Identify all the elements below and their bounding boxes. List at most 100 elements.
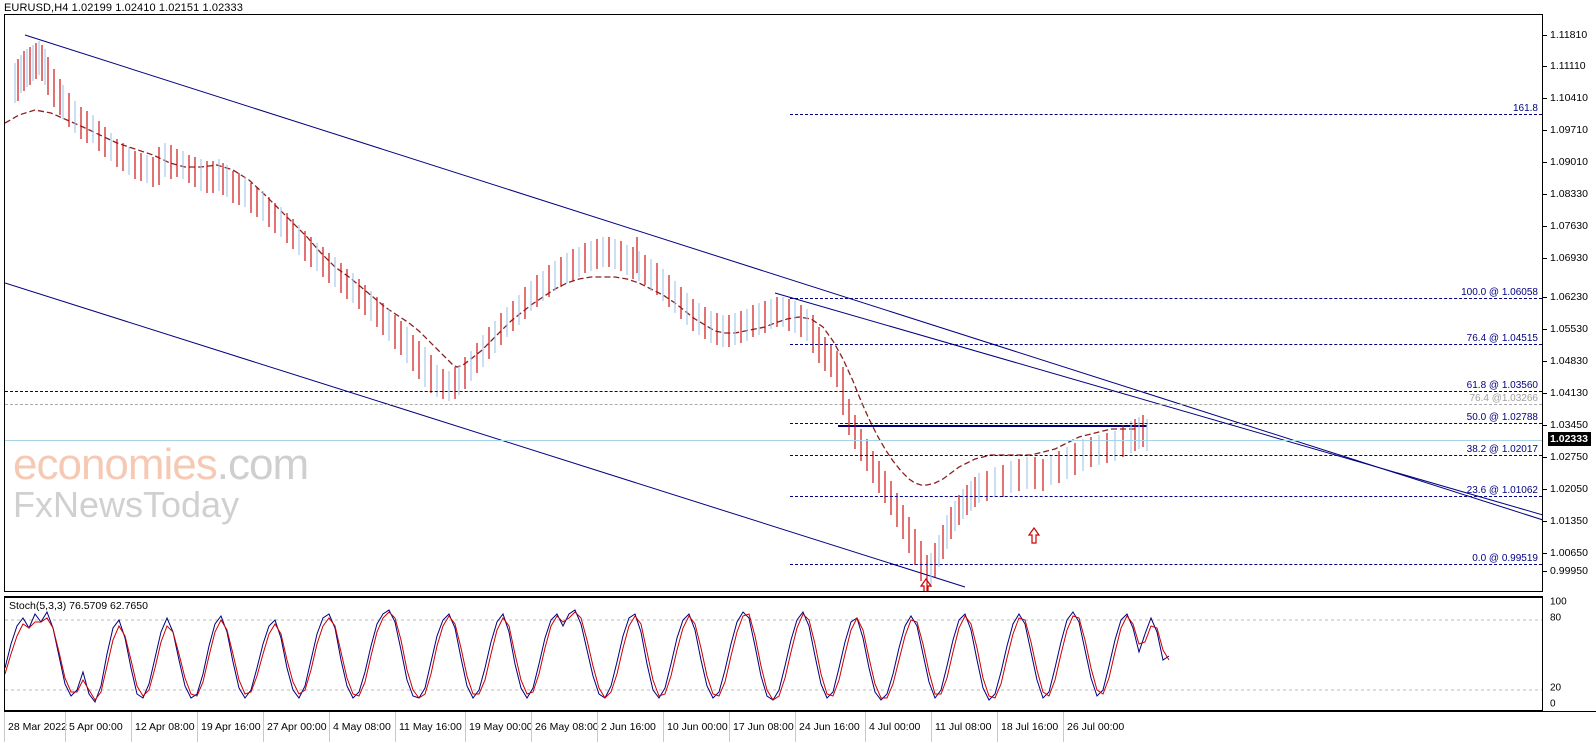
time-separator — [465, 712, 466, 742]
fib-label: 100.0 @ 1.06058 — [1461, 287, 1538, 298]
axis-tick — [1543, 393, 1547, 394]
stochastic-svg — [5, 609, 1542, 704]
time-tick-label: 4 May 08:00 — [333, 721, 391, 733]
time-separator — [131, 712, 132, 742]
buy-arrow-marker-1 — [1027, 526, 1041, 544]
time-separator — [395, 712, 396, 742]
axis-tick — [1543, 457, 1547, 458]
fib-line — [790, 423, 1542, 424]
candlesticks — [14, 41, 1148, 591]
price-plot-area: economies.com FxNewsToday — [5, 15, 1542, 591]
time-separator — [597, 712, 598, 742]
axis-tick — [1543, 162, 1547, 163]
fib-label: 76.4 @1.03266 — [1469, 393, 1538, 404]
buy-arrow-marker-2 — [919, 577, 933, 591]
axis-price-label: 1.05530 — [1550, 323, 1588, 335]
fib-line — [790, 298, 1542, 299]
axis-price-label: 1.06230 — [1550, 291, 1588, 303]
symbol-quote-bar: EURUSD,H4 1.02199 1.02410 1.02151 1.0233… — [4, 2, 243, 14]
axis-price-label: 1.04130 — [1550, 387, 1588, 399]
time-separator — [997, 712, 998, 742]
axis-price-label: 1.11110 — [1550, 60, 1586, 72]
time-separator — [663, 712, 664, 742]
axis-tick — [1543, 66, 1547, 67]
stochastic-axis[interactable]: 100 80 20 0 — [1542, 596, 1596, 711]
time-separator — [197, 712, 198, 742]
time-tick-label: 19 Apr 16:00 — [201, 721, 261, 733]
time-tick-label: 27 Apr 00:00 — [267, 721, 327, 733]
stochastic-pane[interactable]: Stoch(5,3,3) 76.5709 62.7650 — [4, 596, 1542, 711]
stoch-tick-label: 20 — [1550, 682, 1562, 694]
time-separator — [4, 712, 5, 742]
time-tick-label: 24 Jun 16:00 — [799, 721, 860, 733]
time-tick-label: 12 Apr 08:00 — [135, 721, 195, 733]
time-separator — [865, 712, 866, 742]
stoch-tick-label: 0 — [1550, 698, 1556, 710]
axis-tick — [1543, 130, 1547, 131]
axis-tick — [1543, 297, 1547, 298]
time-tick-label: 28 Mar 2022 — [8, 721, 67, 733]
axis-price-label: 1.06930 — [1550, 252, 1588, 264]
axis-price-label: 1.00650 — [1550, 547, 1588, 559]
axis-price-label: 1.10410 — [1550, 92, 1588, 104]
time-tick-label: 26 Jul 00:00 — [1067, 721, 1125, 733]
fib-line — [790, 496, 1542, 497]
axis-price-label: 1.07630 — [1550, 220, 1588, 232]
axis-tick — [1543, 489, 1547, 490]
time-tick-label: 18 Jul 16:00 — [1001, 721, 1059, 733]
axis-price-label: 1.01350 — [1550, 515, 1588, 527]
axis-price-label: 1.09010 — [1550, 156, 1588, 168]
fib-label: 23.6 @ 1.01062 — [1466, 485, 1538, 496]
time-separator — [729, 712, 730, 742]
fib-line — [790, 455, 1542, 456]
time-separator — [1063, 712, 1064, 742]
axis-price-label: 1.02750 — [1550, 451, 1588, 463]
price-series-svg — [5, 34, 1542, 591]
current-price-tag: 1.02333 — [1548, 432, 1591, 446]
time-tick-label: 26 May 08:00 — [535, 721, 599, 733]
axis-price-label: 1.09710 — [1550, 124, 1588, 136]
axis-tick — [1543, 98, 1547, 99]
time-tick-label: 5 Apr 00:00 — [69, 721, 123, 733]
fib-line — [790, 114, 1542, 115]
fib-label: 38.2 @ 1.02017 — [1466, 444, 1538, 455]
fib-label: 76.4 @ 1.04515 — [1466, 333, 1538, 344]
fib-line — [5, 391, 1542, 392]
axis-price-label: 0.99950 — [1550, 565, 1588, 577]
price-chart-pane[interactable]: economies.com FxNewsToday — [4, 14, 1542, 592]
axis-tick — [1543, 35, 1547, 36]
axis-tick — [1543, 226, 1547, 227]
time-separator — [795, 712, 796, 742]
time-separator — [329, 712, 330, 742]
stoch-tick-label: 80 — [1550, 612, 1562, 624]
axis-tick — [1543, 521, 1547, 522]
fib-line — [5, 404, 1542, 405]
axis-tick — [1543, 571, 1547, 572]
time-separator — [531, 712, 532, 742]
time-tick-label: 10 Jun 00:00 — [667, 721, 728, 733]
fib-label: 61.8 @ 1.03560 — [1466, 380, 1538, 391]
time-tick-label: 2 Jun 16:00 — [601, 721, 656, 733]
fib-label: 0.0 @ 0.99519 — [1472, 553, 1538, 564]
time-tick-label: 11 May 16:00 — [399, 721, 462, 733]
axis-price-label: 1.08330 — [1550, 188, 1588, 200]
fib-line — [790, 344, 1542, 345]
time-tick-label: 17 Jun 08:00 — [733, 721, 794, 733]
fib-line — [790, 564, 1542, 565]
time-separator — [931, 712, 932, 742]
axis-price-label: 1.11810 — [1550, 29, 1588, 41]
axis-tick — [1543, 329, 1547, 330]
axis-tick — [1543, 361, 1547, 362]
axis-price-label: 1.02050 — [1550, 483, 1588, 495]
time-tick-label: 19 May 00:00 — [469, 721, 533, 733]
time-separator — [65, 712, 66, 742]
fib-label: 161.8 — [1512, 103, 1538, 114]
price-axis[interactable]: 1.11810 1.11110 1.10410 1.09710 1.09010 … — [1542, 14, 1596, 592]
time-separator — [263, 712, 264, 742]
time-axis[interactable]: 28 Mar 2022 5 Apr 00:00 12 Apr 08:00 19 … — [4, 711, 1596, 743]
axis-tick — [1543, 258, 1547, 259]
stoch-tick-label: 100 — [1550, 596, 1567, 608]
axis-price-label: 1.04830 — [1550, 355, 1588, 367]
axis-tick — [1543, 553, 1547, 554]
